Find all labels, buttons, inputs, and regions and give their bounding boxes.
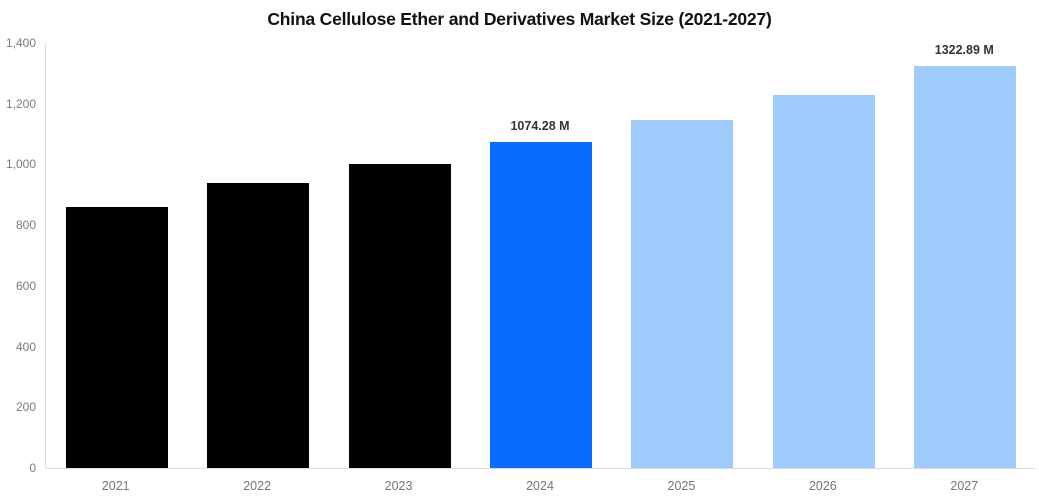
bar-2023: [349, 164, 451, 468]
y-tick-label: 600: [15, 278, 36, 293]
x-tick-label-2025: 2025: [667, 479, 696, 493]
bar-2027: [914, 66, 1016, 468]
value-label-2027: 1322.89 M: [934, 43, 994, 57]
x-tick-label-2023: 2023: [384, 479, 413, 493]
x-tick-label-2024: 2024: [526, 479, 554, 493]
bar-2026: [773, 95, 875, 468]
chart-title: China Cellulose Ether and Derivatives Ma…: [267, 9, 772, 29]
y-tick-label: 1,400: [5, 36, 36, 50]
bar-2024: [490, 142, 592, 468]
y-tick-label: 1,000: [5, 157, 36, 172]
x-tick-label-2022: 2022: [243, 479, 272, 493]
value-label-2024: 1074.28 M: [510, 119, 570, 133]
y-tick-label: 200: [15, 400, 36, 415]
y-tick-label: 0: [29, 461, 36, 475]
plot-area: [45, 43, 1036, 469]
y-tick-label: 400: [15, 339, 36, 354]
y-tick-label: 800: [15, 218, 36, 233]
x-tick-label-2027: 2027: [950, 479, 979, 493]
x-tick-label-2021: 2021: [101, 479, 130, 493]
y-tick-label: 1,200: [5, 96, 36, 111]
y-axis: 0 200 400 600 800 1,000 1,200 1,400: [0, 36, 40, 475]
bar-2021: [66, 207, 168, 468]
x-tick-label-2026: 2026: [808, 479, 837, 493]
bar-2025: [631, 120, 733, 468]
bar-2022: [207, 183, 309, 468]
